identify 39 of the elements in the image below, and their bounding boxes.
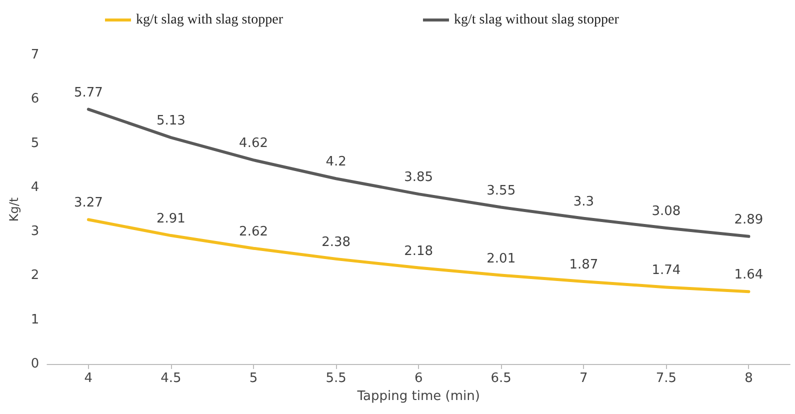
y-axis-title: Kg/t bbox=[7, 197, 21, 222]
data-label: 3.08 bbox=[652, 204, 681, 220]
data-label: 2.62 bbox=[239, 224, 268, 240]
x-tick-label: 5 bbox=[249, 371, 258, 386]
data-label: 5.13 bbox=[156, 114, 186, 129]
x-tick-label: 6.5 bbox=[490, 371, 512, 386]
y-tick-label: 6 bbox=[30, 92, 40, 107]
data-label: 2.01 bbox=[486, 251, 516, 266]
x-tick-label: 7.5 bbox=[656, 371, 677, 386]
y-tick-label: 3 bbox=[30, 224, 40, 240]
data-label: 3.3 bbox=[573, 194, 594, 210]
x-axis-title: Tapping time (min) bbox=[356, 389, 480, 404]
x-tick-label: 5.5 bbox=[326, 371, 346, 386]
data-label: 2.18 bbox=[404, 244, 434, 259]
x-tick-label: 4.5 bbox=[160, 371, 182, 386]
x-tick-label: 7 bbox=[580, 371, 588, 386]
data-label: 1.87 bbox=[569, 257, 598, 272]
y-tick-label: 1 bbox=[30, 312, 40, 328]
x-tick-label: 8 bbox=[744, 371, 753, 386]
data-label: 2.38 bbox=[322, 234, 351, 250]
y-tick-label: 2 bbox=[30, 268, 40, 284]
data-label: 4.2 bbox=[326, 154, 346, 170]
data-label: 4.62 bbox=[239, 136, 268, 152]
data-label: 1.74 bbox=[652, 263, 681, 278]
data-label: 3.27 bbox=[74, 196, 103, 211]
legend-label: kg/t slag without slag stopper bbox=[454, 12, 620, 28]
data-label: 2.91 bbox=[156, 212, 186, 227]
y-tick-label: 5 bbox=[30, 136, 40, 151]
x-tick-label: 4 bbox=[84, 371, 93, 386]
data-label: 5.77 bbox=[74, 85, 103, 100]
data-label: 3.55 bbox=[486, 183, 516, 198]
data-label: 2.89 bbox=[734, 212, 764, 228]
y-tick-label: 0 bbox=[30, 356, 40, 372]
legend-label: kg/t slag with slag stopper bbox=[136, 12, 284, 28]
y-tick-label: 4 bbox=[30, 180, 40, 195]
data-label: 3.85 bbox=[404, 170, 434, 186]
x-tick-label: 6 bbox=[414, 371, 423, 386]
data-label: 1.64 bbox=[734, 268, 764, 283]
y-tick-label: 7 bbox=[30, 48, 40, 62]
